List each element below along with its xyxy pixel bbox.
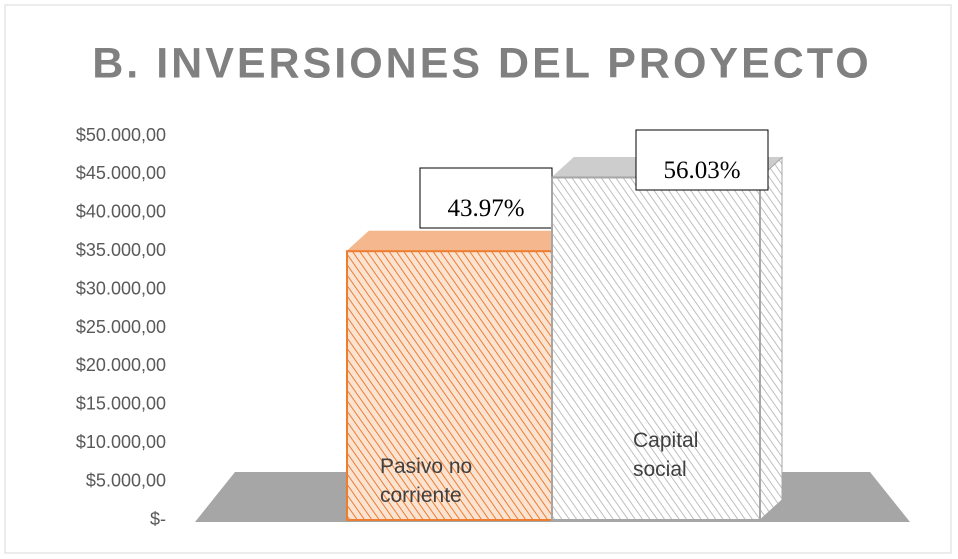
category-label: Capital social <box>633 429 699 481</box>
data-label-box <box>419 167 553 229</box>
category-label: Pasivo no corriente <box>380 455 473 507</box>
y-tick-label: $25.000,00 <box>76 317 166 337</box>
y-tick-label: $40.000,00 <box>76 202 166 222</box>
data-label: 56.03% <box>663 157 740 184</box>
y-tick-label: $- <box>150 509 166 529</box>
y-tick-label: $15.000,00 <box>76 394 166 414</box>
bar <box>346 250 553 521</box>
y-tick-label: $50.000,00 <box>76 125 166 145</box>
y-tick-label: $20.000,00 <box>76 355 166 375</box>
bar-top <box>345 230 576 252</box>
y-tick-label: $10.000,00 <box>76 432 166 452</box>
bar-side <box>759 156 783 522</box>
data-label-box <box>635 129 769 191</box>
y-tick-label: $35.000,00 <box>76 240 166 260</box>
chart-title: B. INVERSIONES DEL PROYECTO <box>92 39 872 87</box>
y-tick-label: $30.000,00 <box>76 278 166 298</box>
data-label: 43.97% <box>447 195 524 222</box>
y-tick-label: $45.000,00 <box>76 163 166 183</box>
y-tick-label: $5.000,00 <box>86 470 166 490</box>
chart-border <box>4 4 952 554</box>
